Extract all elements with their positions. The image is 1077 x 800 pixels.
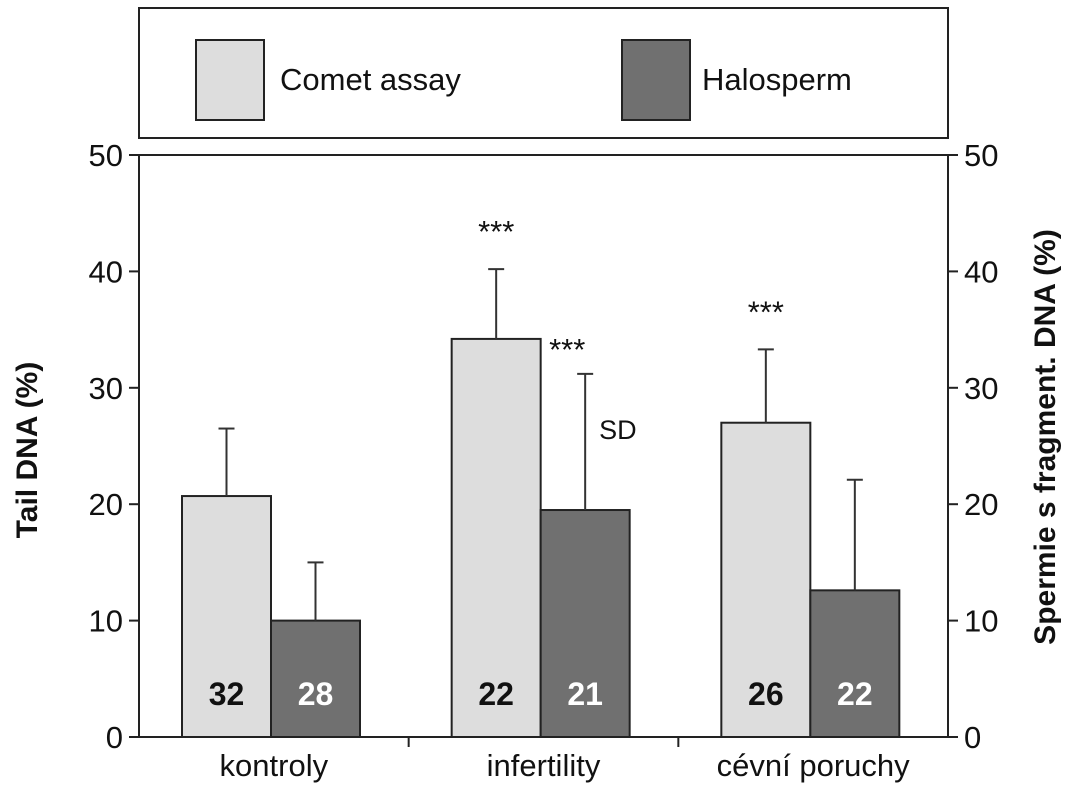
bar-count-label: 21	[567, 676, 603, 712]
right-tick-label: 20	[964, 487, 998, 522]
legend-label-1: Comet assay	[280, 62, 461, 97]
bar-1-1	[181, 495, 272, 738]
right-tick-label: 10	[964, 604, 998, 639]
right-tick-label: 40	[964, 254, 998, 289]
bars: 32 28 22 *** 21 *** 26 *** 22	[181, 214, 901, 738]
legend-swatch-1	[195, 39, 265, 121]
significance-marker: ***	[748, 294, 784, 329]
bar-count-label: 22	[478, 676, 514, 712]
right-axis-label: Spermie s fragment. DNA (%)	[1029, 229, 1062, 645]
legend-box	[138, 7, 949, 139]
left-tick-label: 40	[89, 254, 123, 289]
x-tick-label: cévní poruchy	[717, 748, 910, 783]
legend-label-2: Halosperm	[702, 62, 852, 97]
bar-2-2	[539, 509, 631, 738]
significance-marker: ***	[549, 332, 585, 367]
left-tick-label: 0	[106, 720, 123, 755]
sd-annotation: SD	[599, 415, 637, 445]
right-tick-label: 30	[964, 371, 998, 406]
left-axis-label: Tail DNA (%)	[11, 362, 44, 539]
right-tick-label: 50	[964, 138, 998, 173]
bar-count-label: 32	[209, 676, 245, 712]
bar-count-label: 26	[748, 676, 784, 712]
x-axis: kontroly infertility cévní poruchy	[220, 737, 910, 783]
x-tick-label: infertility	[487, 748, 601, 783]
significance-marker: ***	[478, 214, 514, 249]
right-y-axis: 0 10 20 30 40 50	[948, 138, 998, 755]
legend: Comet assay Halosperm	[138, 7, 949, 139]
bar-count-label: 28	[298, 676, 334, 712]
x-tick-label: kontroly	[220, 748, 329, 783]
bar-1-3	[720, 421, 812, 738]
bar-2-3	[809, 589, 901, 738]
left-y-axis: 0 10 20 30 40 50	[89, 138, 139, 755]
left-tick-label: 50	[89, 138, 123, 173]
left-tick-label: 10	[89, 604, 123, 639]
left-tick-label: 30	[89, 371, 123, 406]
legend-swatch-2	[621, 39, 691, 121]
right-tick-label: 0	[964, 720, 981, 755]
left-tick-label: 20	[89, 487, 123, 522]
bar-count-label: 22	[837, 676, 873, 712]
